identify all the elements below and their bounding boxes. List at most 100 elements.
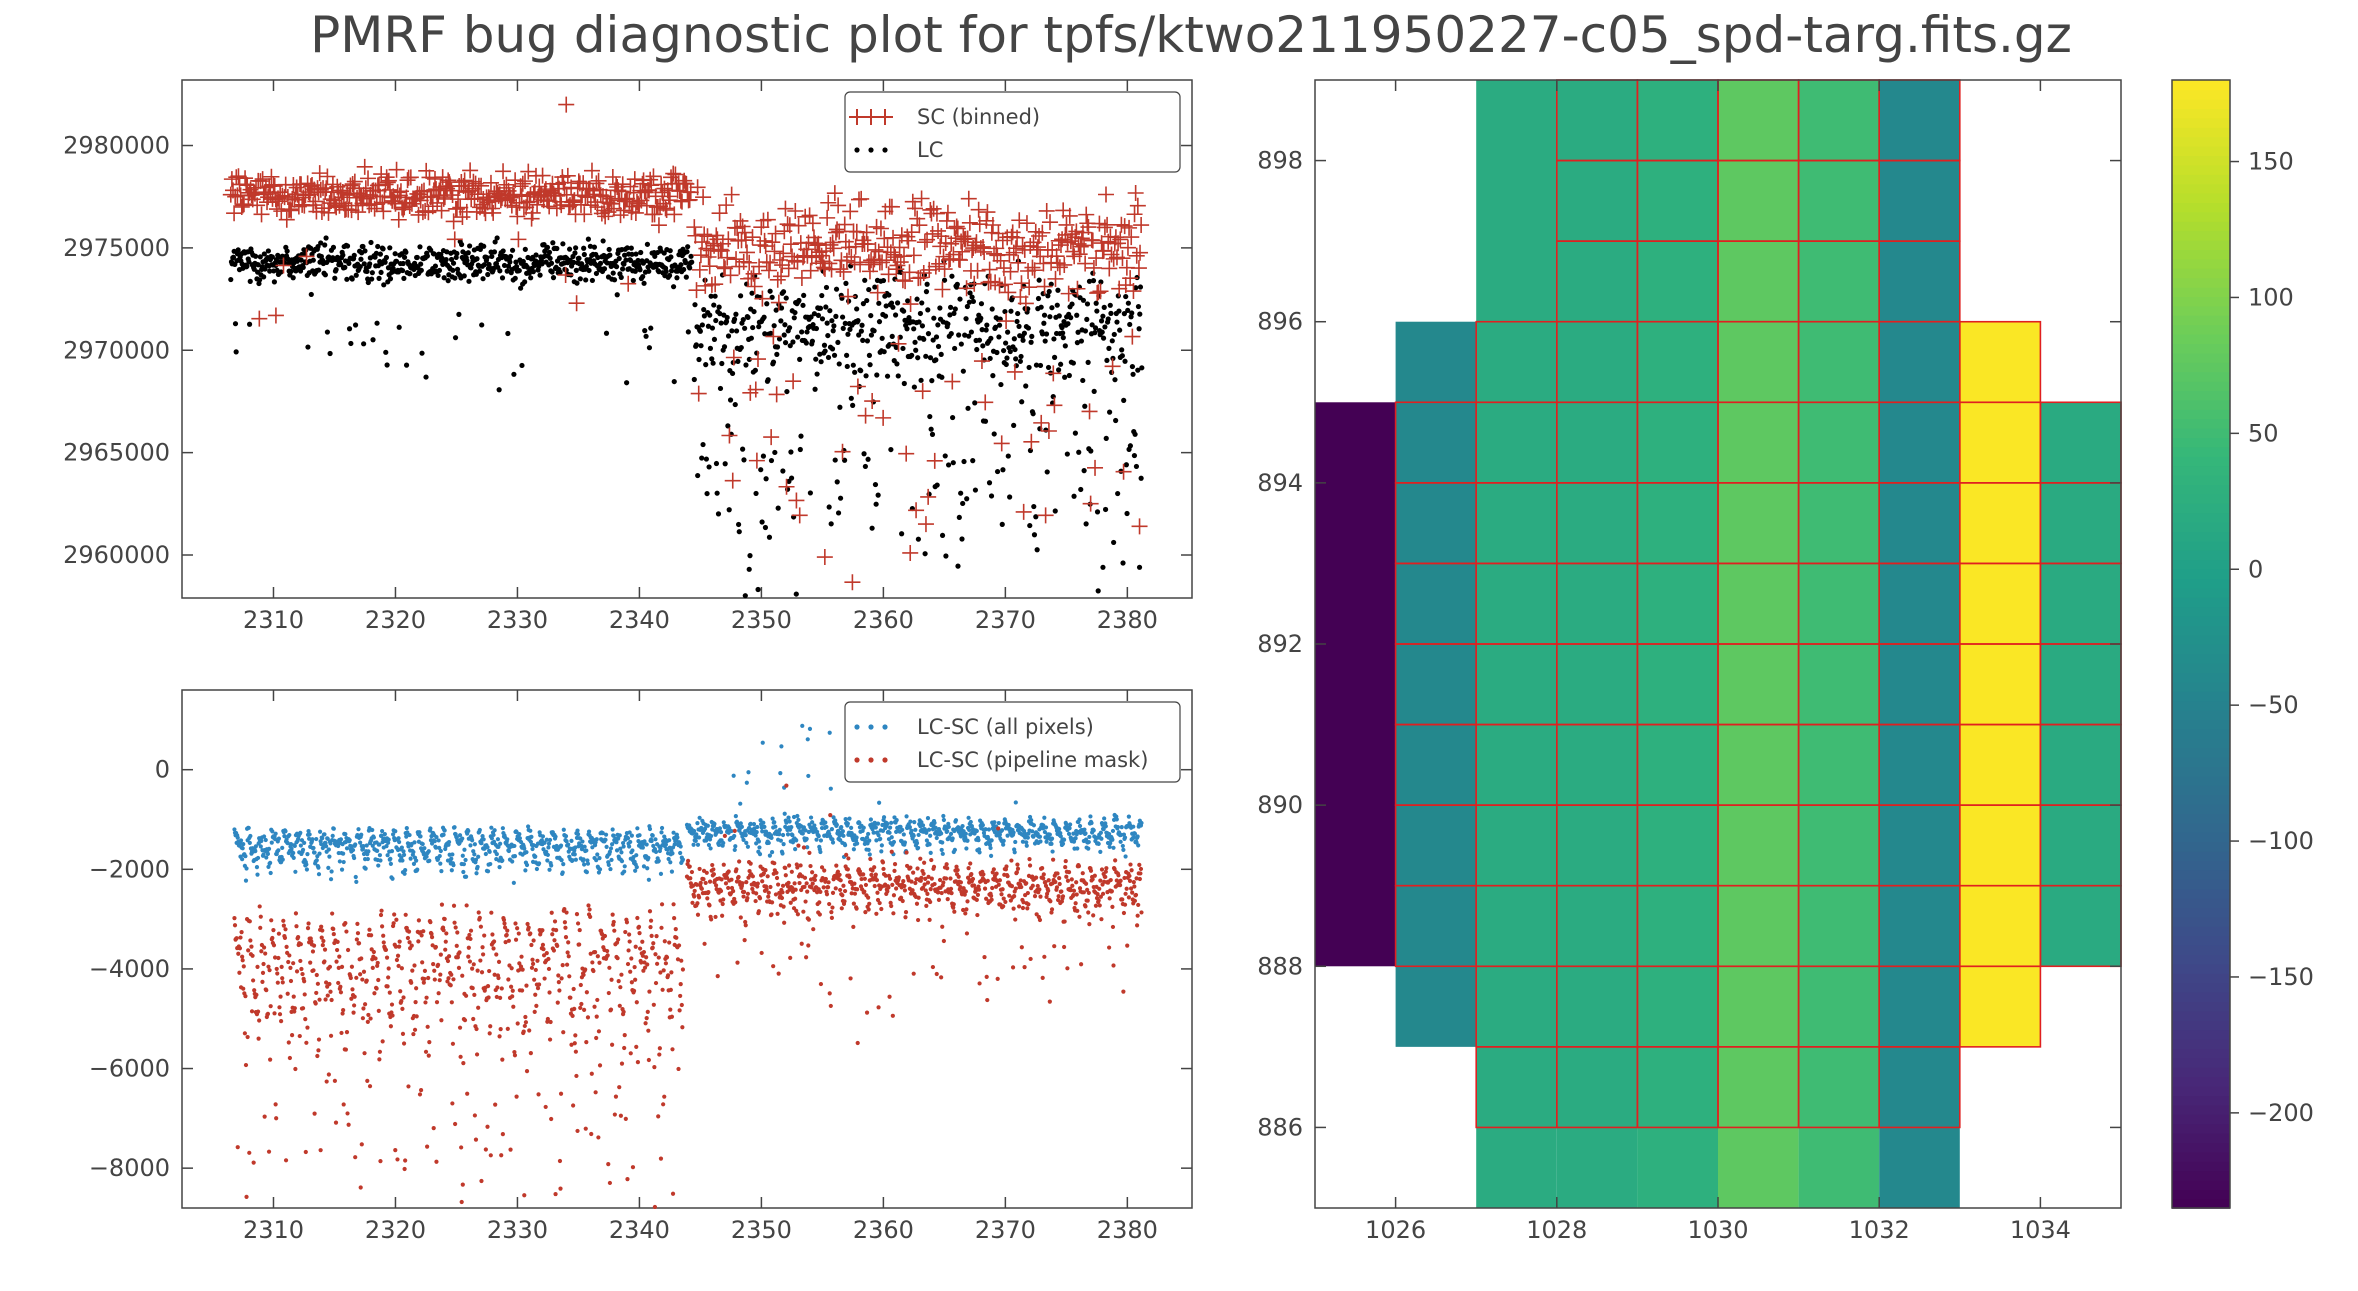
flux-lc-point	[764, 301, 770, 307]
flux-lc-point	[786, 325, 793, 331]
flux-lc-point	[496, 387, 502, 393]
flux-lc-point	[1120, 560, 1126, 566]
flux-lc-point	[952, 345, 958, 352]
flux-sc-point	[700, 249, 717, 266]
resid-pipeline-mask-point	[738, 915, 743, 920]
resid-all-pixels-point	[1086, 839, 1091, 845]
flux-lc-point	[505, 263, 512, 269]
flux-lc-point	[1020, 337, 1026, 343]
resid-pipeline-mask-point	[246, 948, 251, 953]
resid-all-pixels-point	[721, 820, 726, 825]
flux-sc-point	[987, 274, 1004, 291]
resid-pipeline-mask-point	[707, 903, 712, 908]
flux-lc-point	[247, 278, 253, 284]
resid-all-pixels-point	[908, 819, 913, 824]
flux-sc-point	[1038, 202, 1055, 219]
resid-pipeline-mask-point	[249, 1009, 255, 1014]
resid-all-pixels-point	[926, 827, 932, 832]
resid-all-pixels-point	[352, 855, 357, 861]
resid-pipeline-mask-point	[433, 944, 439, 950]
resid-all-pixels-point	[441, 832, 446, 837]
flux-sc-point	[825, 240, 842, 257]
resid-pipeline-mask-point	[784, 783, 789, 788]
resid-all-pixels-point	[619, 850, 624, 855]
resid-all-pixels-point	[746, 770, 751, 775]
resid-pipeline-mask-point	[488, 1024, 493, 1029]
flux-sc-point	[1015, 503, 1032, 520]
resid-pipeline-mask-point	[733, 900, 738, 905]
resid-all-pixels-point	[696, 835, 702, 840]
flux-lc-point	[1137, 284, 1144, 290]
resid-pipeline-mask-point	[668, 1007, 673, 1012]
flux-sc-point	[804, 215, 821, 232]
resid-pipeline-mask-point	[500, 1057, 505, 1062]
flux-lc-point	[253, 253, 259, 259]
resid-all-pixels-point	[640, 845, 645, 850]
resid-all-pixels-point	[727, 825, 732, 831]
resid-pipeline-mask-point	[665, 973, 671, 978]
resid-all-pixels-point	[388, 856, 393, 861]
resid-all-pixels-point	[317, 851, 322, 856]
resid-all-pixels-point	[272, 836, 278, 842]
resid-all-pixels-point	[894, 818, 899, 823]
flux-lc-point	[711, 336, 718, 343]
flux-lc-point	[1043, 427, 1049, 433]
flux-lc-point	[1005, 453, 1011, 459]
flux-sc-point	[1018, 215, 1035, 232]
resid-pipeline-mask-point	[308, 960, 313, 965]
flux-lc-point	[485, 271, 491, 278]
flux-lc-point	[692, 302, 698, 308]
resid-all-pixels-point	[573, 845, 578, 850]
flux-lc-point	[522, 246, 528, 252]
flux-lc-point	[691, 376, 697, 383]
resid-pipeline-mask-point	[335, 939, 340, 944]
resid-pipeline-mask-point	[406, 1084, 411, 1089]
resid-pipeline-mask-point	[378, 912, 384, 918]
flux-sc-point	[955, 228, 972, 245]
resid-frame	[181, 689, 1193, 1209]
resid-pipeline-mask-point	[802, 875, 808, 880]
flux-lc-point	[1003, 340, 1009, 346]
flux-lc-point	[1115, 490, 1121, 497]
resid-pipeline-mask-point	[254, 992, 259, 998]
resid-pipeline-mask-point	[432, 977, 437, 982]
resid-pipeline-mask-point	[255, 964, 260, 969]
flux-lc-point	[951, 310, 957, 317]
resid-pipeline-mask-point	[703, 880, 708, 886]
flux-sc-point	[375, 203, 392, 220]
resid-pipeline-mask-point	[339, 964, 345, 969]
flux-lc-point	[950, 460, 956, 466]
resid-pipeline-mask-point	[530, 957, 535, 962]
flux-lc-point	[954, 281, 960, 287]
flux-sc-point	[1035, 255, 1052, 272]
resid-all-pixels-point	[451, 863, 456, 868]
resid-pipeline-mask-point	[274, 966, 279, 972]
resid-all-pixels-point	[1013, 839, 1018, 845]
resid-all-pixels-point	[586, 829, 592, 834]
flux-lc-point	[507, 259, 513, 265]
resid-all-pixels-point	[695, 842, 701, 847]
flux-lc-point	[516, 267, 522, 274]
flux-lc-point	[925, 331, 932, 337]
resid-pipeline-mask-point	[482, 933, 487, 938]
flux-lc-point	[831, 352, 838, 358]
flux-lc-point	[481, 262, 487, 268]
resid-all-pixels-point	[999, 828, 1005, 833]
resid-pipeline-mask-point	[535, 986, 541, 991]
flux-lc-point	[1111, 539, 1117, 546]
resid-pipeline-mask-point	[519, 988, 525, 993]
resid-all-pixels-point	[418, 834, 423, 839]
resid-pipeline-mask-point	[677, 1008, 682, 1013]
resid-pipeline-mask-point	[514, 1094, 519, 1099]
flux-sc-point	[858, 224, 875, 241]
flux-lc-point	[921, 336, 927, 342]
flux-lc-point	[507, 253, 514, 260]
flux-sc-point	[576, 206, 593, 223]
flux-sc-point	[357, 180, 374, 197]
flux-lc-point	[581, 251, 587, 258]
resid-pipeline-mask-point	[317, 997, 322, 1002]
resid-all-pixels-point	[900, 827, 905, 833]
flux-lc-point	[912, 339, 918, 345]
resid-pipeline-mask-point	[237, 946, 243, 951]
resid-all-pixels-point	[481, 837, 486, 842]
